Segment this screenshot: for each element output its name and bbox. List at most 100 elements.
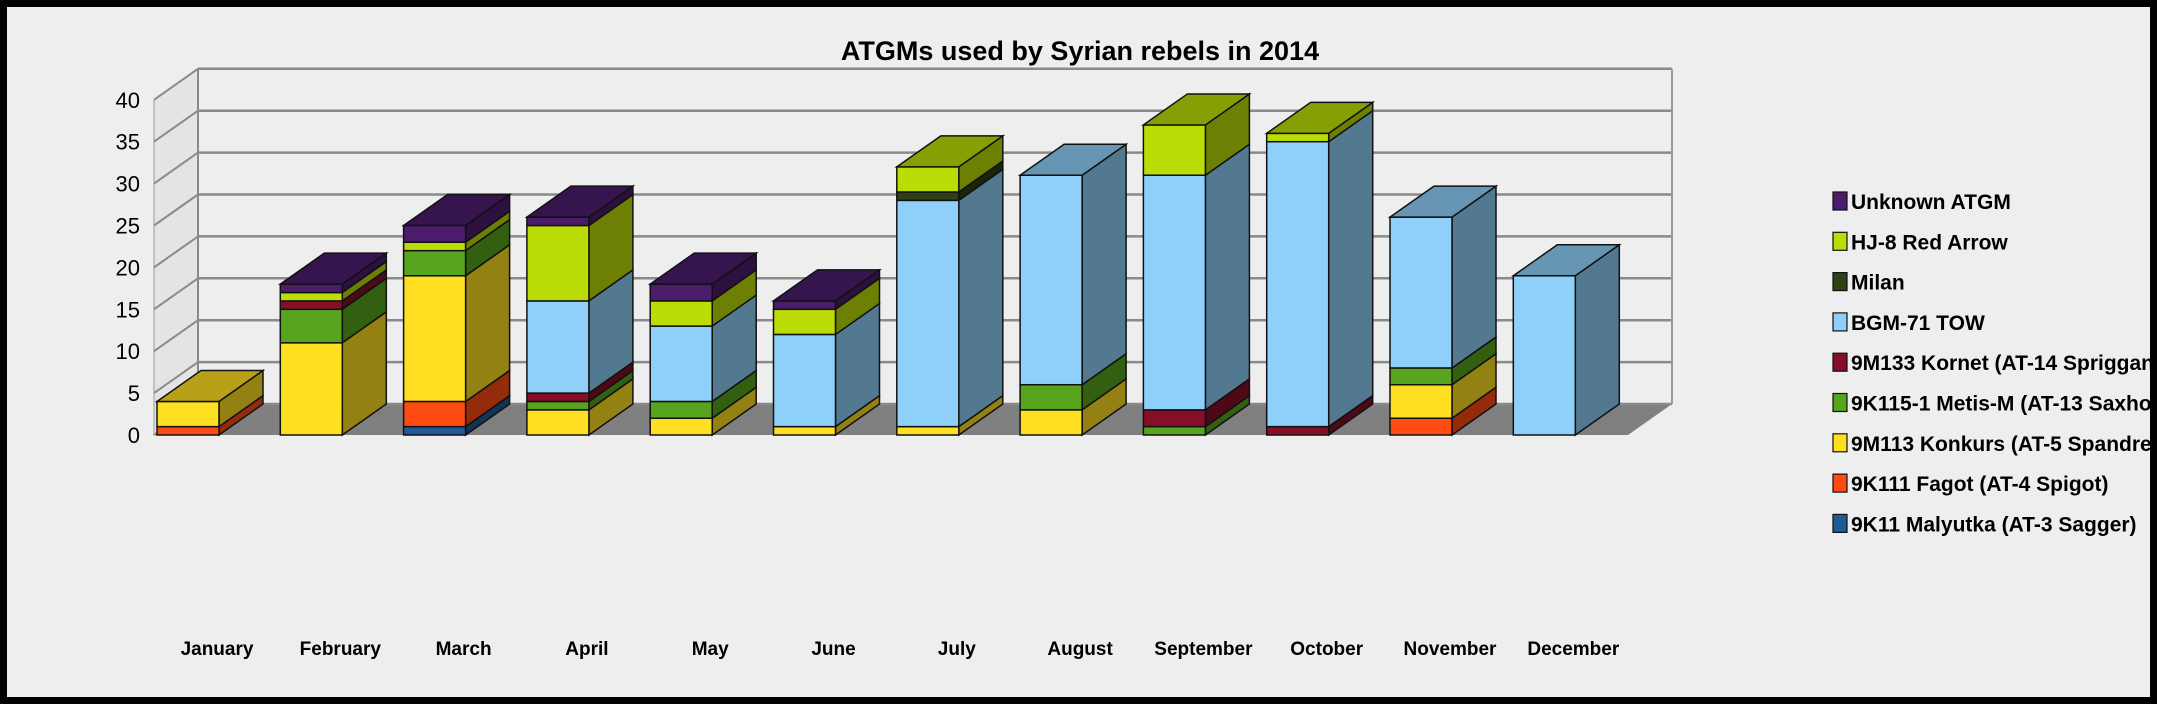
legend-swatch: [1832, 352, 1848, 372]
bar-segment: [649, 400, 713, 419]
y-tick-label: 35: [116, 130, 140, 155]
bar-segment: [1512, 275, 1577, 436]
y-tick-label: 5: [128, 381, 140, 406]
bar-segment: [402, 425, 467, 436]
category-label: January: [181, 639, 254, 660]
bar-segment: [1019, 174, 1083, 386]
gridline-diagonal: [153, 67, 199, 101]
bar-segment-side: [1327, 109, 1374, 429]
category-label: September: [1154, 639, 1253, 660]
bar-top: [647, 252, 759, 285]
bar-top: [277, 252, 389, 285]
bar-stack: [771, 268, 882, 437]
y-tick-label: 25: [116, 214, 140, 239]
bar-top: [771, 269, 882, 302]
bar-stack: [1387, 184, 1499, 437]
bar-segment: [1389, 417, 1453, 436]
bar-top: [1387, 185, 1499, 218]
bar-segment: [279, 291, 344, 302]
bar-segment: [772, 308, 837, 336]
bar-top: [1510, 244, 1622, 277]
bar-segment: [526, 216, 590, 227]
bar-segment: [526, 409, 590, 436]
gridline-diagonal: [153, 151, 199, 185]
bar-segment: [402, 249, 467, 277]
legend-swatch: [1832, 231, 1848, 251]
legend-swatch: [1832, 191, 1848, 211]
bar-segment: [772, 425, 837, 436]
gridline-diagonal: [153, 109, 199, 143]
bar-stack: [647, 251, 759, 437]
bar-segment: [279, 283, 344, 294]
legend-swatch: [1832, 392, 1848, 413]
category-label: July: [938, 639, 976, 660]
bar-segment: [1389, 367, 1453, 386]
bar-stack: [401, 193, 512, 437]
x-axis: January February March April May June July Augu…: [181, 639, 1620, 660]
bar-stack: [154, 369, 266, 437]
category-label: October: [1290, 639, 1363, 660]
gridline-diagonal: [153, 235, 199, 269]
y-tick-label: 15: [116, 297, 140, 322]
bars: [154, 92, 1622, 437]
bar-segment: [156, 400, 220, 428]
legend-label: BGM-71 TOW: [1851, 312, 1985, 335]
legend-swatch: [1832, 272, 1848, 292]
bar-segment: [526, 224, 590, 302]
bar-segment: [402, 400, 467, 428]
bar-top: [894, 135, 1006, 168]
category-label: May: [692, 639, 729, 660]
bar-segment: [1389, 383, 1453, 419]
category-label: March: [436, 639, 492, 660]
legend-swatch: [1832, 433, 1848, 453]
bar-segment: [772, 333, 837, 428]
category-label: November: [1404, 639, 1498, 660]
bar-top: [154, 369, 266, 403]
bar-segment: [402, 224, 467, 244]
legend-label: Milan: [1851, 272, 1905, 295]
bar-segment: [526, 400, 590, 411]
bar-segment-side: [1451, 184, 1497, 370]
y-axis: 0 5 10 15 20 25 30 35 40: [116, 88, 140, 448]
bar-segment: [279, 308, 344, 344]
bar-segment: [649, 283, 713, 302]
bar-segment: [1019, 409, 1083, 436]
chart: ATGMs used by Syrian rebels in 2014 0 5 10…: [116, 36, 2150, 660]
bar-segment: [649, 417, 713, 436]
legend-label: 9M113 Konkurs (AT-5 Spandrel): [1851, 433, 2150, 456]
gridline-diagonal: [153, 319, 199, 353]
bar-stack: [894, 134, 1006, 437]
bar-segment: [896, 191, 960, 202]
bar-segment: [1142, 174, 1207, 411]
bar-segment: [649, 325, 713, 403]
y-tick-label: 40: [116, 88, 140, 113]
bar-segment-side: [1081, 142, 1127, 387]
bar-top: [1141, 93, 1252, 126]
legend-swatch: [1832, 473, 1848, 493]
bar-segment: [896, 199, 960, 428]
legend-label: HJ-8 Red Arrow: [1851, 231, 2008, 254]
y-tick-label: 10: [116, 339, 140, 364]
bar-stack: [1141, 92, 1252, 437]
bar-segment-side: [1574, 243, 1621, 437]
bar-segment: [402, 275, 467, 403]
bar-stack: [277, 251, 389, 437]
bar-top: [1017, 143, 1129, 176]
bar-segment: [1142, 425, 1207, 436]
bar-segment: [1265, 132, 1330, 143]
y-tick-label: 0: [128, 423, 140, 448]
bar-segment: [1265, 140, 1330, 428]
bar-top: [1264, 101, 1376, 135]
bar-segment: [649, 300, 713, 327]
bar-stack: [1510, 243, 1622, 437]
bar-segment: [279, 342, 344, 436]
legend-label: 9K11 Malyutka (AT-3 Sagger): [1851, 513, 2137, 536]
gridline-diagonal: [153, 277, 199, 311]
bar-top: [401, 193, 512, 227]
bar-segment: [772, 300, 837, 311]
bar-segment: [1265, 425, 1330, 436]
legend-label: 9M133 Kornet (AT-14 Spriggan): [1851, 352, 2150, 375]
bar-stack: [524, 184, 636, 437]
category-label: June: [811, 639, 855, 660]
bar-segment: [279, 300, 344, 311]
